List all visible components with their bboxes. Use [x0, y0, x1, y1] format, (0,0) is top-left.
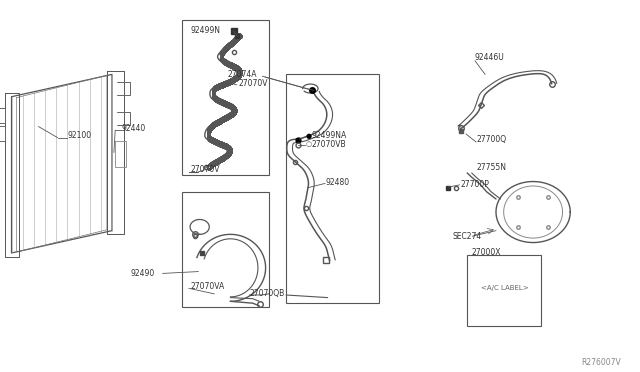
Text: 92446U: 92446U: [475, 53, 504, 62]
Text: SEC274: SEC274: [452, 232, 482, 241]
Text: 92440: 92440: [122, 124, 146, 133]
Text: 27070V: 27070V: [190, 165, 220, 174]
Text: 92499N: 92499N: [190, 26, 220, 35]
Bar: [182, 192, 269, 307]
Text: 92100: 92100: [67, 131, 92, 140]
Text: 27070QB: 27070QB: [250, 289, 285, 298]
Text: 27000X: 27000X: [471, 248, 500, 257]
Text: 27700P: 27700P: [461, 180, 490, 189]
Text: 27070VA: 27070VA: [190, 282, 225, 291]
Text: 27700Q: 27700Q: [476, 135, 506, 144]
Text: R276007V: R276007V: [581, 358, 621, 367]
Bar: [182, 20, 269, 175]
Text: ○: ○: [306, 141, 312, 147]
Bar: [467, 255, 541, 326]
Text: ●: ●: [306, 133, 312, 139]
Text: 27070VB: 27070VB: [312, 140, 346, 149]
Text: 92499NA: 92499NA: [312, 131, 347, 140]
Bar: [286, 74, 379, 303]
Text: 92480: 92480: [325, 178, 349, 187]
Text: <A/C LABEL>: <A/C LABEL>: [481, 285, 529, 291]
Text: 92490: 92490: [131, 269, 155, 278]
Text: 27070V: 27070V: [239, 79, 268, 88]
Text: 27755N: 27755N: [476, 163, 506, 172]
Text: 27074A: 27074A: [227, 70, 257, 79]
